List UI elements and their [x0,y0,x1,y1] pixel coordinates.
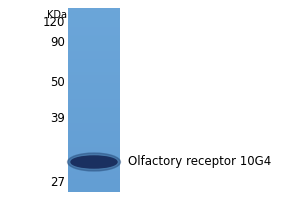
Text: KDa: KDa [47,10,67,20]
Text: 27: 27 [50,176,65,188]
Text: 120: 120 [43,16,65,28]
Text: 39: 39 [50,112,65,124]
Ellipse shape [68,153,121,171]
Text: 50: 50 [50,75,65,88]
Ellipse shape [71,156,117,168]
Text: Olfactory receptor 10G4: Olfactory receptor 10G4 [128,156,271,168]
Text: 90: 90 [50,36,65,48]
